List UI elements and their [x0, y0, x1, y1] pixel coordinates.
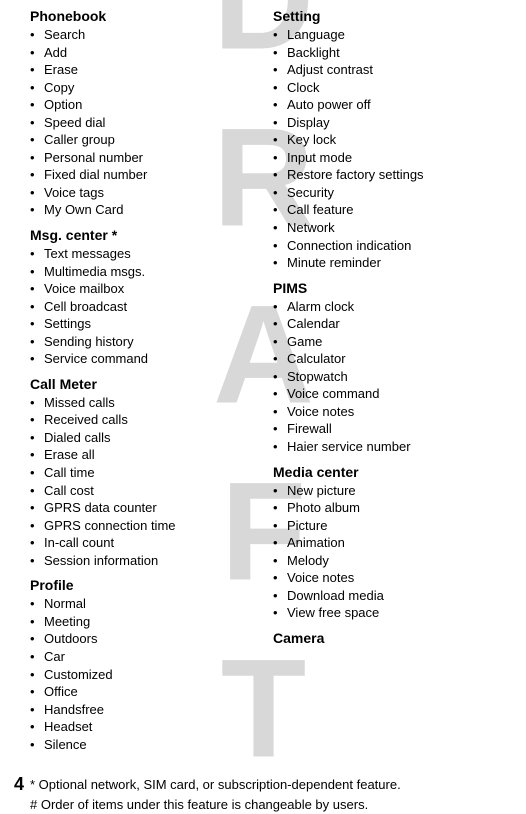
list-item: Security	[287, 184, 496, 202]
section-items: New picturePhoto albumPictureAnimationMe…	[273, 482, 496, 622]
list-item: New picture	[287, 482, 496, 500]
right-column: SettingLanguageBacklightAdjust contrastC…	[273, 8, 496, 761]
list-item: Speed dial	[44, 114, 253, 132]
list-item: Melody	[287, 552, 496, 570]
list-item: Erase	[44, 61, 253, 79]
list-item: Connection indication	[287, 237, 496, 255]
list-item: Settings	[44, 315, 253, 333]
menu-section: PIMS Alarm clockCalendarGameCalculatorSto…	[273, 280, 496, 456]
list-item: Silence	[44, 736, 253, 754]
list-item: Cell broadcast	[44, 298, 253, 316]
list-item: Option	[44, 96, 253, 114]
footnote-2: # Order of items under this feature is c…	[30, 795, 496, 814]
list-item: Car	[44, 648, 253, 666]
list-item: Customized	[44, 666, 253, 684]
list-item: Animation	[287, 534, 496, 552]
list-item: Call cost	[44, 482, 253, 500]
section-items: Alarm clockCalendarGameCalculatorStopwat…	[273, 298, 496, 456]
section-title: PIMS	[273, 280, 496, 296]
list-item: Alarm clock	[287, 298, 496, 316]
list-item: Game	[287, 333, 496, 351]
list-item: Haier service number	[287, 438, 496, 456]
list-item: Voice notes	[287, 569, 496, 587]
list-item: Network	[287, 219, 496, 237]
menu-section: Profile NormalMeetingOutdoorsCarCustomize…	[30, 577, 253, 753]
list-item: View free space	[287, 604, 496, 622]
list-item: Meeting	[44, 613, 253, 631]
list-item: Restore factory settings	[287, 166, 496, 184]
list-item: Headset	[44, 718, 253, 736]
list-item: Calendar	[287, 315, 496, 333]
list-item: Voice notes	[287, 403, 496, 421]
list-item: Add	[44, 44, 253, 62]
section-title: Camera	[273, 630, 496, 646]
menu-section: Camera	[273, 630, 496, 646]
list-item: Download media	[287, 587, 496, 605]
section-title: Msg. center *	[30, 227, 253, 243]
list-item: Session information	[44, 552, 253, 570]
menu-section: Phonebook SearchAddEraseCopyOptionSpeed d…	[30, 8, 253, 219]
footnote-1: * Optional network, SIM card, or subscri…	[30, 775, 496, 795]
list-item: Minute reminder	[287, 254, 496, 272]
list-item: Stopwatch	[287, 368, 496, 386]
list-item: Text messages	[44, 245, 253, 263]
list-item: Voice mailbox	[44, 280, 253, 298]
section-items: LanguageBacklightAdjust contrastClockAut…	[273, 26, 496, 272]
list-item: In-call count	[44, 534, 253, 552]
list-item: Dialed calls	[44, 429, 253, 447]
list-item: Caller group	[44, 131, 253, 149]
list-item: Normal	[44, 595, 253, 613]
section-title: Setting	[273, 8, 496, 24]
list-item: Handsfree	[44, 701, 253, 719]
list-item: Fixed dial number	[44, 166, 253, 184]
list-item: Copy	[44, 79, 253, 97]
list-item: Office	[44, 683, 253, 701]
section-title: Profile	[30, 577, 253, 593]
list-item: Sending history	[44, 333, 253, 351]
list-item: Backlight	[287, 44, 496, 62]
list-item: Personal number	[44, 149, 253, 167]
list-item: Key lock	[287, 131, 496, 149]
list-item: Picture	[287, 517, 496, 535]
list-item: Adjust contrast	[287, 61, 496, 79]
menu-section: Media center New picturePhoto albumPictur…	[273, 464, 496, 622]
list-item: Received calls	[44, 411, 253, 429]
section-title: Media center	[273, 464, 496, 480]
list-item: Input mode	[287, 149, 496, 167]
list-item: Clock	[287, 79, 496, 97]
list-item: Service command	[44, 350, 253, 368]
section-items: Missed callsReceived callsDialed callsEr…	[30, 394, 253, 569]
list-item: Firewall	[287, 420, 496, 438]
section-title: Phonebook	[30, 8, 253, 24]
left-column: Phonebook SearchAddEraseCopyOptionSpeed d…	[30, 8, 253, 761]
menu-section: SettingLanguageBacklightAdjust contrastC…	[273, 8, 496, 272]
list-item: Voice command	[287, 385, 496, 403]
list-item: Call feature	[287, 201, 496, 219]
list-item: Calculator	[287, 350, 496, 368]
page-number: 4	[14, 774, 24, 795]
list-item: Photo album	[287, 499, 496, 517]
footnotes: * Optional network, SIM card, or subscri…	[30, 775, 496, 814]
section-items: Text messagesMultimedia msgs.Voice mailb…	[30, 245, 253, 368]
list-item: GPRS data counter	[44, 499, 253, 517]
list-item: Voice tags	[44, 184, 253, 202]
list-item: Missed calls	[44, 394, 253, 412]
section-title: Call Meter	[30, 376, 253, 392]
list-item: My Own Card	[44, 201, 253, 219]
list-item: Display	[287, 114, 496, 132]
content-columns: Phonebook SearchAddEraseCopyOptionSpeed d…	[30, 8, 496, 761]
section-items: NormalMeetingOutdoorsCarCustomizedOffice…	[30, 595, 253, 753]
list-item: Auto power off	[287, 96, 496, 114]
menu-section: Call Meter Missed callsReceived callsDial…	[30, 376, 253, 569]
list-item: Multimedia msgs.	[44, 263, 253, 281]
list-item: Erase all	[44, 446, 253, 464]
list-item: Call time	[44, 464, 253, 482]
list-item: Search	[44, 26, 253, 44]
menu-section: Msg. center * Text messagesMultimedia msg…	[30, 227, 253, 368]
list-item: Outdoors	[44, 630, 253, 648]
list-item: Language	[287, 26, 496, 44]
list-item: GPRS connection time	[44, 517, 253, 535]
section-items: SearchAddEraseCopyOptionSpeed dialCaller…	[30, 26, 253, 219]
